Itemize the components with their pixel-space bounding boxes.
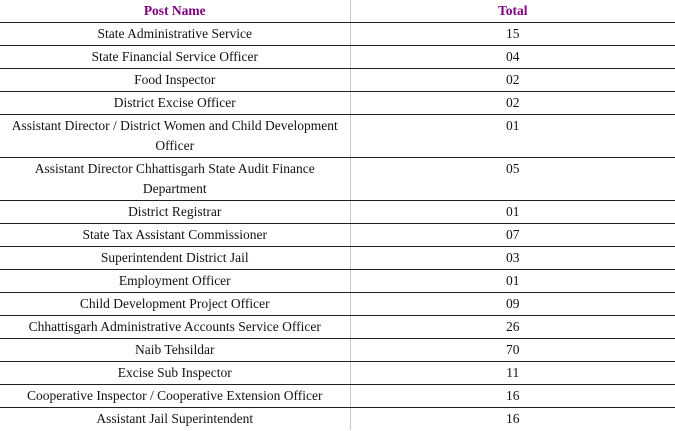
table-row: Assistant Jail Superintendent 16 <box>0 407 675 430</box>
total-cell: 04 <box>350 45 675 69</box>
table-row: State Tax Assistant Commissioner 07 <box>0 223 675 247</box>
total-cell: 15 <box>350 22 675 46</box>
post-name-cell: Child Development Project Officer <box>0 292 351 316</box>
table-row: State Administrative Service 15 <box>0 22 675 46</box>
post-name-cell: Assistant Director Chhattisgarh State Au… <box>0 157 351 201</box>
post-name-cell: Excise Sub Inspector <box>0 361 351 385</box>
total-cell: 02 <box>350 68 675 92</box>
table-row: State Financial Service Officer 04 <box>0 45 675 69</box>
post-name-column-header: Post Name <box>0 0 351 23</box>
total-cell: 70 <box>350 338 675 362</box>
total-cell: 01 <box>350 114 675 158</box>
total-cell: 02 <box>350 91 675 115</box>
total-cell: 03 <box>350 246 675 270</box>
total-cell: 01 <box>350 200 675 224</box>
post-name-cell: State Financial Service Officer <box>0 45 351 69</box>
post-name-cell: Assistant Jail Superintendent <box>0 407 351 430</box>
table-row: Employment Officer 01 <box>0 269 675 293</box>
table-row: Chhattisgarh Administrative Accounts Ser… <box>0 315 675 339</box>
post-name-cell: Employment Officer <box>0 269 351 293</box>
table-row: Assistant Director / District Women and … <box>0 114 675 158</box>
post-name-cell: Food Inspector <box>0 68 351 92</box>
total-cell: 26 <box>350 315 675 339</box>
total-cell: 05 <box>350 157 675 201</box>
table-row: District Excise Officer 02 <box>0 91 675 115</box>
table-row: District Registrar 01 <box>0 200 675 224</box>
post-name-cell: District Registrar <box>0 200 351 224</box>
table-row: Child Development Project Officer 09 <box>0 292 675 316</box>
table-header-row: Post Name Total <box>0 0 675 23</box>
table-row: Food Inspector 02 <box>0 68 675 92</box>
total-cell: 16 <box>350 384 675 408</box>
post-name-cell: Naib Tehsildar <box>0 338 351 362</box>
post-name-cell: Superintendent District Jail <box>0 246 351 270</box>
total-cell: 07 <box>350 223 675 247</box>
post-name-cell: Cooperative Inspector / Cooperative Exte… <box>0 384 351 408</box>
total-cell: 01 <box>350 269 675 293</box>
table-row: Excise Sub Inspector 11 <box>0 361 675 385</box>
total-cell: 09 <box>350 292 675 316</box>
total-column-header: Total <box>350 0 675 23</box>
total-cell: 11 <box>350 361 675 385</box>
post-name-cell: State Administrative Service <box>0 22 351 46</box>
post-name-cell: District Excise Officer <box>0 91 351 115</box>
table-row: Assistant Director Chhattisgarh State Au… <box>0 157 675 201</box>
total-cell: 16 <box>506 411 520 426</box>
table-row: Naib Tehsildar 70 <box>0 338 675 362</box>
post-name-cell: Assistant Director / District Women and … <box>0 114 351 158</box>
post-name-cell: Chhattisgarh Administrative Accounts Ser… <box>0 315 351 339</box>
table-row: Superintendent District Jail 03 <box>0 246 675 270</box>
post-name-cell: State Tax Assistant Commissioner <box>0 223 351 247</box>
table-row: Cooperative Inspector / Cooperative Exte… <box>0 384 675 408</box>
